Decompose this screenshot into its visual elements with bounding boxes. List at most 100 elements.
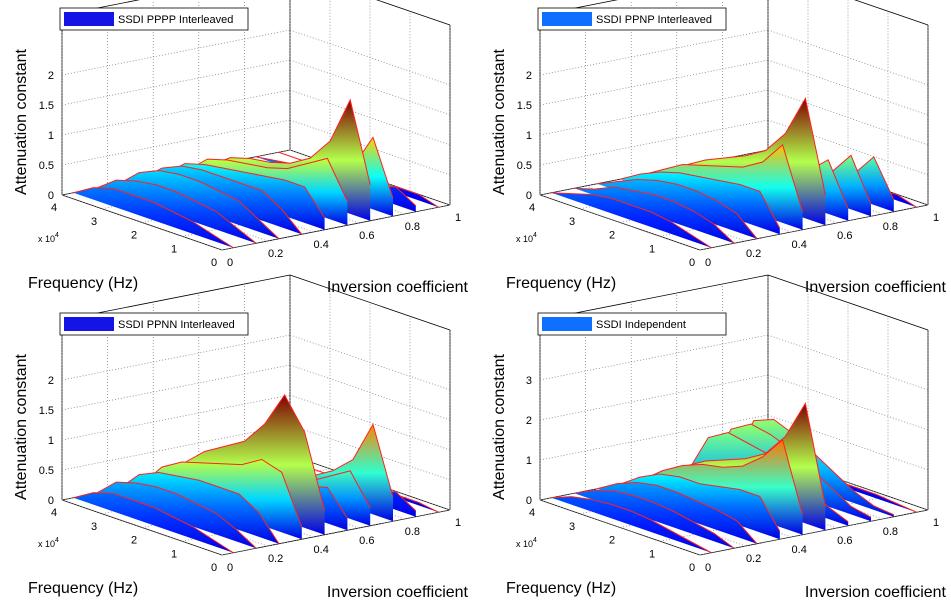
legend-label: SSDI PPPP Interleaved <box>118 14 233 26</box>
z-tick-label: 2 <box>526 415 532 427</box>
y-tick-label: 0 <box>689 562 695 574</box>
z-tick-label: 1.5 <box>39 405 54 417</box>
ridge-line <box>164 163 326 219</box>
y-tick-label: 2 <box>131 535 137 547</box>
x-tick-label: 0.4 <box>792 239 807 251</box>
surface-strip <box>73 187 234 248</box>
x-tick-label: 0.4 <box>314 544 329 556</box>
ridge-line <box>619 473 781 532</box>
axis-box <box>539 274 769 321</box>
ridge-line <box>95 481 257 549</box>
x-tick-label: 0.6 <box>837 230 852 242</box>
x-tick-label: 1 <box>933 517 939 529</box>
z-axis-label: Attenuation constant <box>13 49 30 195</box>
y-tick-label: 2 <box>131 230 137 242</box>
z-tick-label: 2 <box>48 375 54 387</box>
axis-box <box>289 274 451 331</box>
ridge-line <box>141 165 303 235</box>
z-tick-label: 1 <box>526 130 532 142</box>
y-scale-label: x 104 <box>38 232 59 244</box>
ridge-line <box>141 458 303 528</box>
y-scale-label: x 104 <box>516 537 537 549</box>
z-tick-label: 0 <box>526 495 532 507</box>
y-tick-label: 3 <box>569 521 575 533</box>
y-tick-label: 0 <box>689 257 695 269</box>
grid-line <box>61 364 291 411</box>
grid-line <box>539 374 769 421</box>
z-tick-label: 0 <box>48 190 54 202</box>
ridge <box>551 496 712 554</box>
x-tick-label: 0.4 <box>314 239 329 251</box>
y-scale-base: x 10 <box>516 539 533 549</box>
x-tick-label: 0.8 <box>883 526 898 538</box>
x-tick-label: 0.6 <box>359 535 374 547</box>
grid-line <box>61 119 291 166</box>
x-tick-label: 1 <box>933 212 939 224</box>
ridge-line <box>73 492 234 554</box>
x-tick-label: 1 <box>455 517 461 529</box>
y-axis-label: Frequency (Hz) <box>28 580 138 597</box>
z-tick-label: 2 <box>48 70 54 82</box>
z-tick-label: 0.5 <box>39 465 54 477</box>
legend-swatch <box>64 317 114 331</box>
legend-swatch <box>64 12 114 26</box>
y-tick-label: 1 <box>649 548 655 560</box>
ridge-line <box>596 178 758 240</box>
ridge-line <box>551 192 712 249</box>
y-tick-label: 1 <box>171 548 177 560</box>
y-tick-label: 3 <box>569 216 575 228</box>
grid-line <box>539 29 769 76</box>
z-tick-label: 1 <box>526 455 532 467</box>
y-scale-label: x 104 <box>516 232 537 244</box>
y-tick-label: 4 <box>51 202 57 214</box>
z-tick-label: 1 <box>48 130 54 142</box>
ridge-line <box>96 179 257 244</box>
grid-line <box>539 334 769 381</box>
z-tick-label: 0 <box>526 190 532 202</box>
legend-label: SSDI PPNN Interleaved <box>118 319 235 331</box>
legend-swatch <box>542 317 592 331</box>
legend-swatch <box>542 12 592 26</box>
y-scale-exponent: 4 <box>533 537 537 544</box>
grid-line <box>61 59 291 106</box>
ridge-line <box>73 187 234 249</box>
y-scale-exponent: 4 <box>55 537 59 544</box>
ridge-line <box>665 96 826 196</box>
ridge-line <box>551 496 712 554</box>
y-scale-base: x 10 <box>38 539 55 549</box>
x-tick-label: 0 <box>705 562 711 574</box>
ridge-line <box>118 169 280 240</box>
z-tick-label: 0.5 <box>517 160 532 172</box>
y-scale-base: x 10 <box>516 234 533 244</box>
x-tick-label: 0.2 <box>746 553 761 565</box>
x-axis-label: Inversion coefficient <box>327 279 469 296</box>
grid-line <box>767 374 929 431</box>
z-tick-label: 0.5 <box>39 160 54 172</box>
z-tick-label: 1 <box>48 435 54 447</box>
x-tick-label: 0 <box>227 562 233 574</box>
y-tick-label: 4 <box>529 202 535 214</box>
y-tick-label: 0 <box>211 562 217 574</box>
ridge-line <box>118 471 280 545</box>
surface-strip <box>551 496 712 553</box>
ridge-line <box>574 186 735 244</box>
x-axis-label: Inversion coefficient <box>805 279 947 296</box>
z-tick-label: 0 <box>48 495 54 507</box>
x-tick-label: 1 <box>455 212 461 224</box>
legend-label: SSDI PPNP Interleaved <box>596 14 712 26</box>
y-tick-label: 4 <box>529 507 535 519</box>
y-tick-label: 2 <box>609 535 615 547</box>
x-tick-label: 0 <box>705 257 711 269</box>
z-tick-label: 3 <box>526 375 532 387</box>
axis-box <box>539 0 619 16</box>
grid-line <box>61 89 291 136</box>
z-axis-label: Attenuation constant <box>13 354 30 500</box>
ridge-line <box>642 143 804 212</box>
surface-strip <box>73 492 234 553</box>
surface-strip <box>551 192 712 248</box>
y-tick-label: 1 <box>649 243 655 255</box>
ridge-line <box>665 402 826 507</box>
grid-line <box>539 89 769 136</box>
